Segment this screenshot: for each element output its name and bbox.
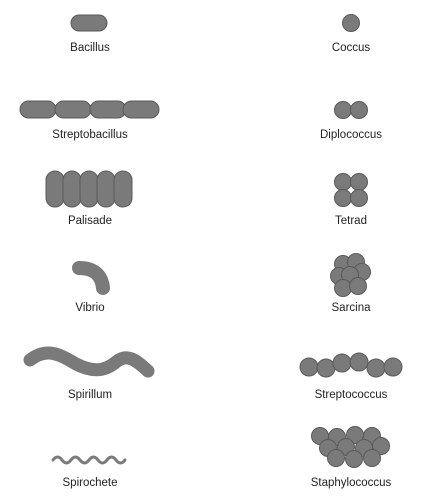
streptobacillus-figure bbox=[20, 101, 159, 118]
spirochete-cell bbox=[53, 457, 125, 463]
label-coccus: Coccus bbox=[332, 42, 371, 54]
spirillum-figure bbox=[30, 353, 148, 371]
tetrad-cell bbox=[335, 190, 352, 207]
vibrio-cell bbox=[79, 268, 103, 288]
sarcina-figure bbox=[331, 254, 371, 297]
streptococcus-cell bbox=[367, 359, 385, 377]
label-staphylococcus: Staphylococcus bbox=[311, 477, 392, 489]
coccus-cell bbox=[343, 15, 360, 32]
diplococcus-figure bbox=[335, 102, 368, 119]
label-spirochete: Spirochete bbox=[63, 477, 118, 489]
tetrad-cell bbox=[351, 190, 368, 207]
label-streptobacillus: Streptobacillus bbox=[52, 129, 128, 141]
palisade-rod bbox=[97, 171, 115, 207]
streptococcus-figure bbox=[300, 353, 402, 377]
label-tetrad: Tetrad bbox=[335, 215, 367, 227]
spirillum-cell bbox=[30, 353, 148, 371]
vibrio-figure bbox=[79, 268, 103, 288]
label-vibrio: Vibrio bbox=[75, 302, 104, 314]
palisade-rod bbox=[63, 171, 81, 207]
tetrad-figure bbox=[335, 174, 368, 207]
diplococcus-cell bbox=[335, 102, 352, 119]
staphylococcus-cell bbox=[346, 451, 363, 468]
label-diplococcus: Diplococcus bbox=[320, 129, 382, 141]
streptobacillus-rod bbox=[20, 101, 56, 118]
bacillus-rod bbox=[71, 15, 107, 31]
streptococcus-cell bbox=[300, 358, 318, 376]
bacillus-figure bbox=[71, 15, 107, 31]
label-streptococcus: Streptococcus bbox=[315, 389, 388, 401]
sarcina-cell bbox=[335, 280, 352, 297]
staphylococcus-cell bbox=[328, 450, 345, 467]
label-palisade: Palisade bbox=[68, 215, 112, 227]
spirochete-figure bbox=[53, 457, 125, 463]
diplococcus-cell bbox=[351, 102, 368, 119]
label-spirillum: Spirillum bbox=[68, 389, 112, 401]
palisade-rod bbox=[80, 171, 98, 207]
tetrad-cell bbox=[335, 174, 352, 191]
label-bacillus: Bacillus bbox=[70, 42, 110, 54]
streptococcus-cell bbox=[384, 358, 402, 376]
staphylococcus-figure bbox=[312, 427, 390, 468]
label-sarcina: Sarcina bbox=[332, 302, 372, 314]
streptobacillus-rod bbox=[123, 101, 159, 118]
palisade-figure bbox=[46, 171, 132, 207]
tetrad-cell bbox=[351, 174, 368, 191]
streptobacillus-rod bbox=[90, 101, 126, 118]
streptococcus-cell bbox=[333, 354, 351, 372]
streptococcus-cell bbox=[317, 359, 335, 377]
sarcina-cell bbox=[350, 278, 367, 295]
palisade-rod bbox=[114, 171, 132, 207]
streptococcus-cell bbox=[350, 353, 368, 371]
palisade-rod bbox=[46, 171, 64, 207]
coccus-figure bbox=[343, 15, 360, 32]
staphylococcus-cell bbox=[364, 450, 381, 467]
streptobacillus-rod bbox=[55, 101, 91, 118]
